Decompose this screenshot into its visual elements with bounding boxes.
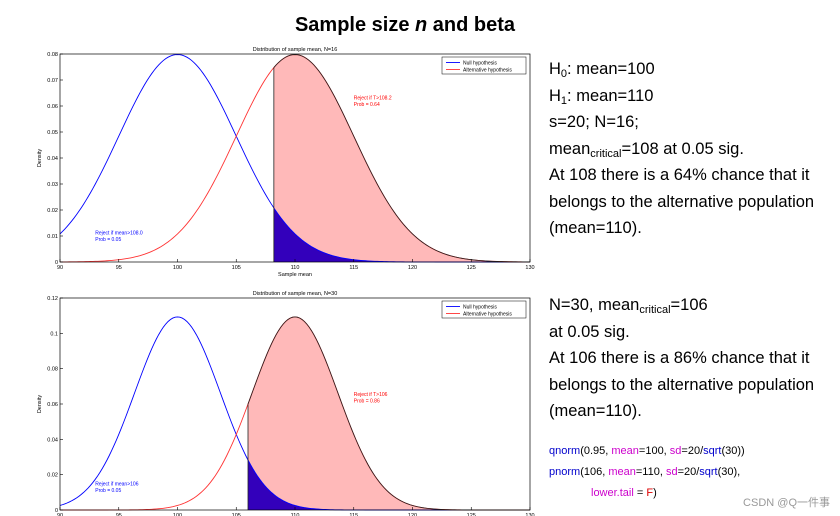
code-line-qnorm: qnorm(0.95, mean=100, sd=20/sqrt(30)) (549, 445, 745, 457)
y-tick-label: 0.12 (47, 296, 58, 302)
y-tick-label: 0.08 (47, 52, 58, 58)
annotation-null: Reject if mean>108.0 (95, 231, 143, 237)
x-tick-label: 105 (232, 265, 241, 271)
y-tick-label: 0.1 (50, 331, 58, 337)
annotation-null: Prob = 0.05 (95, 237, 121, 243)
chart-title: Distribution of sample mean, N=16 (253, 47, 338, 53)
x-tick-label: 130 (525, 513, 534, 516)
title-rest: and beta (427, 14, 516, 36)
chart-n16: Distribution of sample mean, N=16 90 95 100… (28, 42, 543, 282)
y-tick-label: 0.02 (47, 473, 58, 479)
legend-box (441, 56, 527, 75)
x-tick-label: 125 (467, 265, 476, 271)
y-axis-label: Density (37, 395, 43, 414)
sig-line: at 0.05 sig. (549, 322, 630, 341)
slide-title: Sample size n and beta (0, 14, 810, 37)
legend-label: Null hypothesis (463, 305, 497, 311)
code-line-lowertail: lower.tail = F) (591, 487, 657, 499)
y-tick-label: 0.04 (47, 156, 58, 162)
annotation-alt: Prob = 0.64 (354, 102, 380, 108)
notes-top: H0: mean=100 H1: mean=110 s=20; N=16; me… (549, 56, 819, 242)
legend-box (441, 300, 527, 319)
x-tick-label: 90 (57, 265, 63, 271)
title-text: Sample size (294, 14, 416, 36)
y-tick-label: 0.01 (47, 234, 58, 240)
title-italic-n: n (415, 14, 428, 36)
null-tail-area (248, 460, 530, 510)
x-tick-label: 110 (291, 513, 300, 516)
h1-line: H1: mean=110 (549, 86, 654, 107)
y-tick-label: 0.06 (47, 402, 58, 408)
y-tick-label: 0.07 (47, 78, 58, 84)
x-tick-label: 115 (349, 513, 358, 516)
x-tick-label: 125 (467, 513, 476, 516)
chart-title: Distribution of sample mean, N=30 (253, 291, 338, 297)
chart-n16-svg: Distribution of sample mean, N=16 90 95 100… (37, 47, 535, 278)
power-area (273, 54, 530, 262)
chart-n30: Distribution of sample mean, N=30 90 95 100… (28, 284, 543, 516)
y-tick-label: 0 (55, 508, 58, 514)
x-tick-label: 95 (116, 513, 122, 516)
y-tick-label: 0.06 (47, 104, 58, 110)
r-code: qnorm(0.95, mean=100, sd=20/sqrt(30)) pn… (549, 441, 745, 504)
legend-label: Alternative hypothesis (463, 68, 512, 74)
legend-label: Null hypothesis (463, 61, 497, 67)
prob-paragraph-bottom: At 106 there is a 86% chance that it bel… (549, 349, 815, 420)
x-tick-label: 100 (173, 513, 182, 516)
annotation-null: Reject if mean>106 (95, 481, 138, 487)
x-tick-label: 120 (408, 513, 417, 516)
x-tick-label: 95 (116, 265, 122, 271)
y-tick-label: 0.04 (47, 437, 58, 443)
watermark: CSDN @Q一件事 (743, 497, 830, 509)
x-tick-label: 120 (408, 265, 417, 271)
legend-label: Alternative hypothesis (463, 312, 512, 318)
notes-bottom: N=30, meancritical=106 at 0.05 sig. At 1… (549, 292, 834, 425)
y-tick-label: 0.02 (47, 208, 58, 214)
code-line-pnorm: pnorm(106, mean=110, sd=20/sqrt(30), (549, 466, 741, 478)
y-tick-label: 0.05 (47, 130, 58, 136)
y-tick-label: 0.03 (47, 182, 58, 188)
x-tick-label: 110 (291, 265, 300, 271)
x-tick-label: 115 (349, 265, 358, 271)
y-axis-label: Density (37, 149, 43, 168)
y-tick-label: 0 (55, 260, 58, 266)
x-tick-label: 90 (57, 513, 63, 516)
s-line: s=20; N=16; (549, 113, 639, 131)
y-tick-label: 0.08 (47, 367, 58, 373)
annotation-null: Prob = 0.05 (95, 488, 121, 494)
mean-critical-line: meancritical=108 at 0.05 sig. (549, 139, 744, 160)
h0-line: H0: mean=100 (549, 60, 655, 80)
chart-n30-svg: Distribution of sample mean, N=30 90 95 100… (37, 291, 535, 516)
x-tick-label: 130 (525, 265, 534, 271)
n30-line: N=30, meancritical=106 (549, 296, 708, 316)
annotation-alt: Prob = 0.86 (354, 399, 380, 405)
annotation-alt: Reject if T>108.2 (354, 96, 392, 102)
x-tick-label: 105 (232, 513, 241, 516)
x-axis-label: Sample mean (278, 272, 312, 278)
power-outline (273, 54, 531, 263)
power-area (248, 316, 530, 510)
prob-paragraph-top: At 108 there is a 64% chance that it bel… (549, 166, 815, 237)
annotation-alt: Reject if T>106 (354, 392, 388, 398)
null-tail-area (273, 207, 530, 262)
x-tick-label: 100 (173, 265, 182, 271)
